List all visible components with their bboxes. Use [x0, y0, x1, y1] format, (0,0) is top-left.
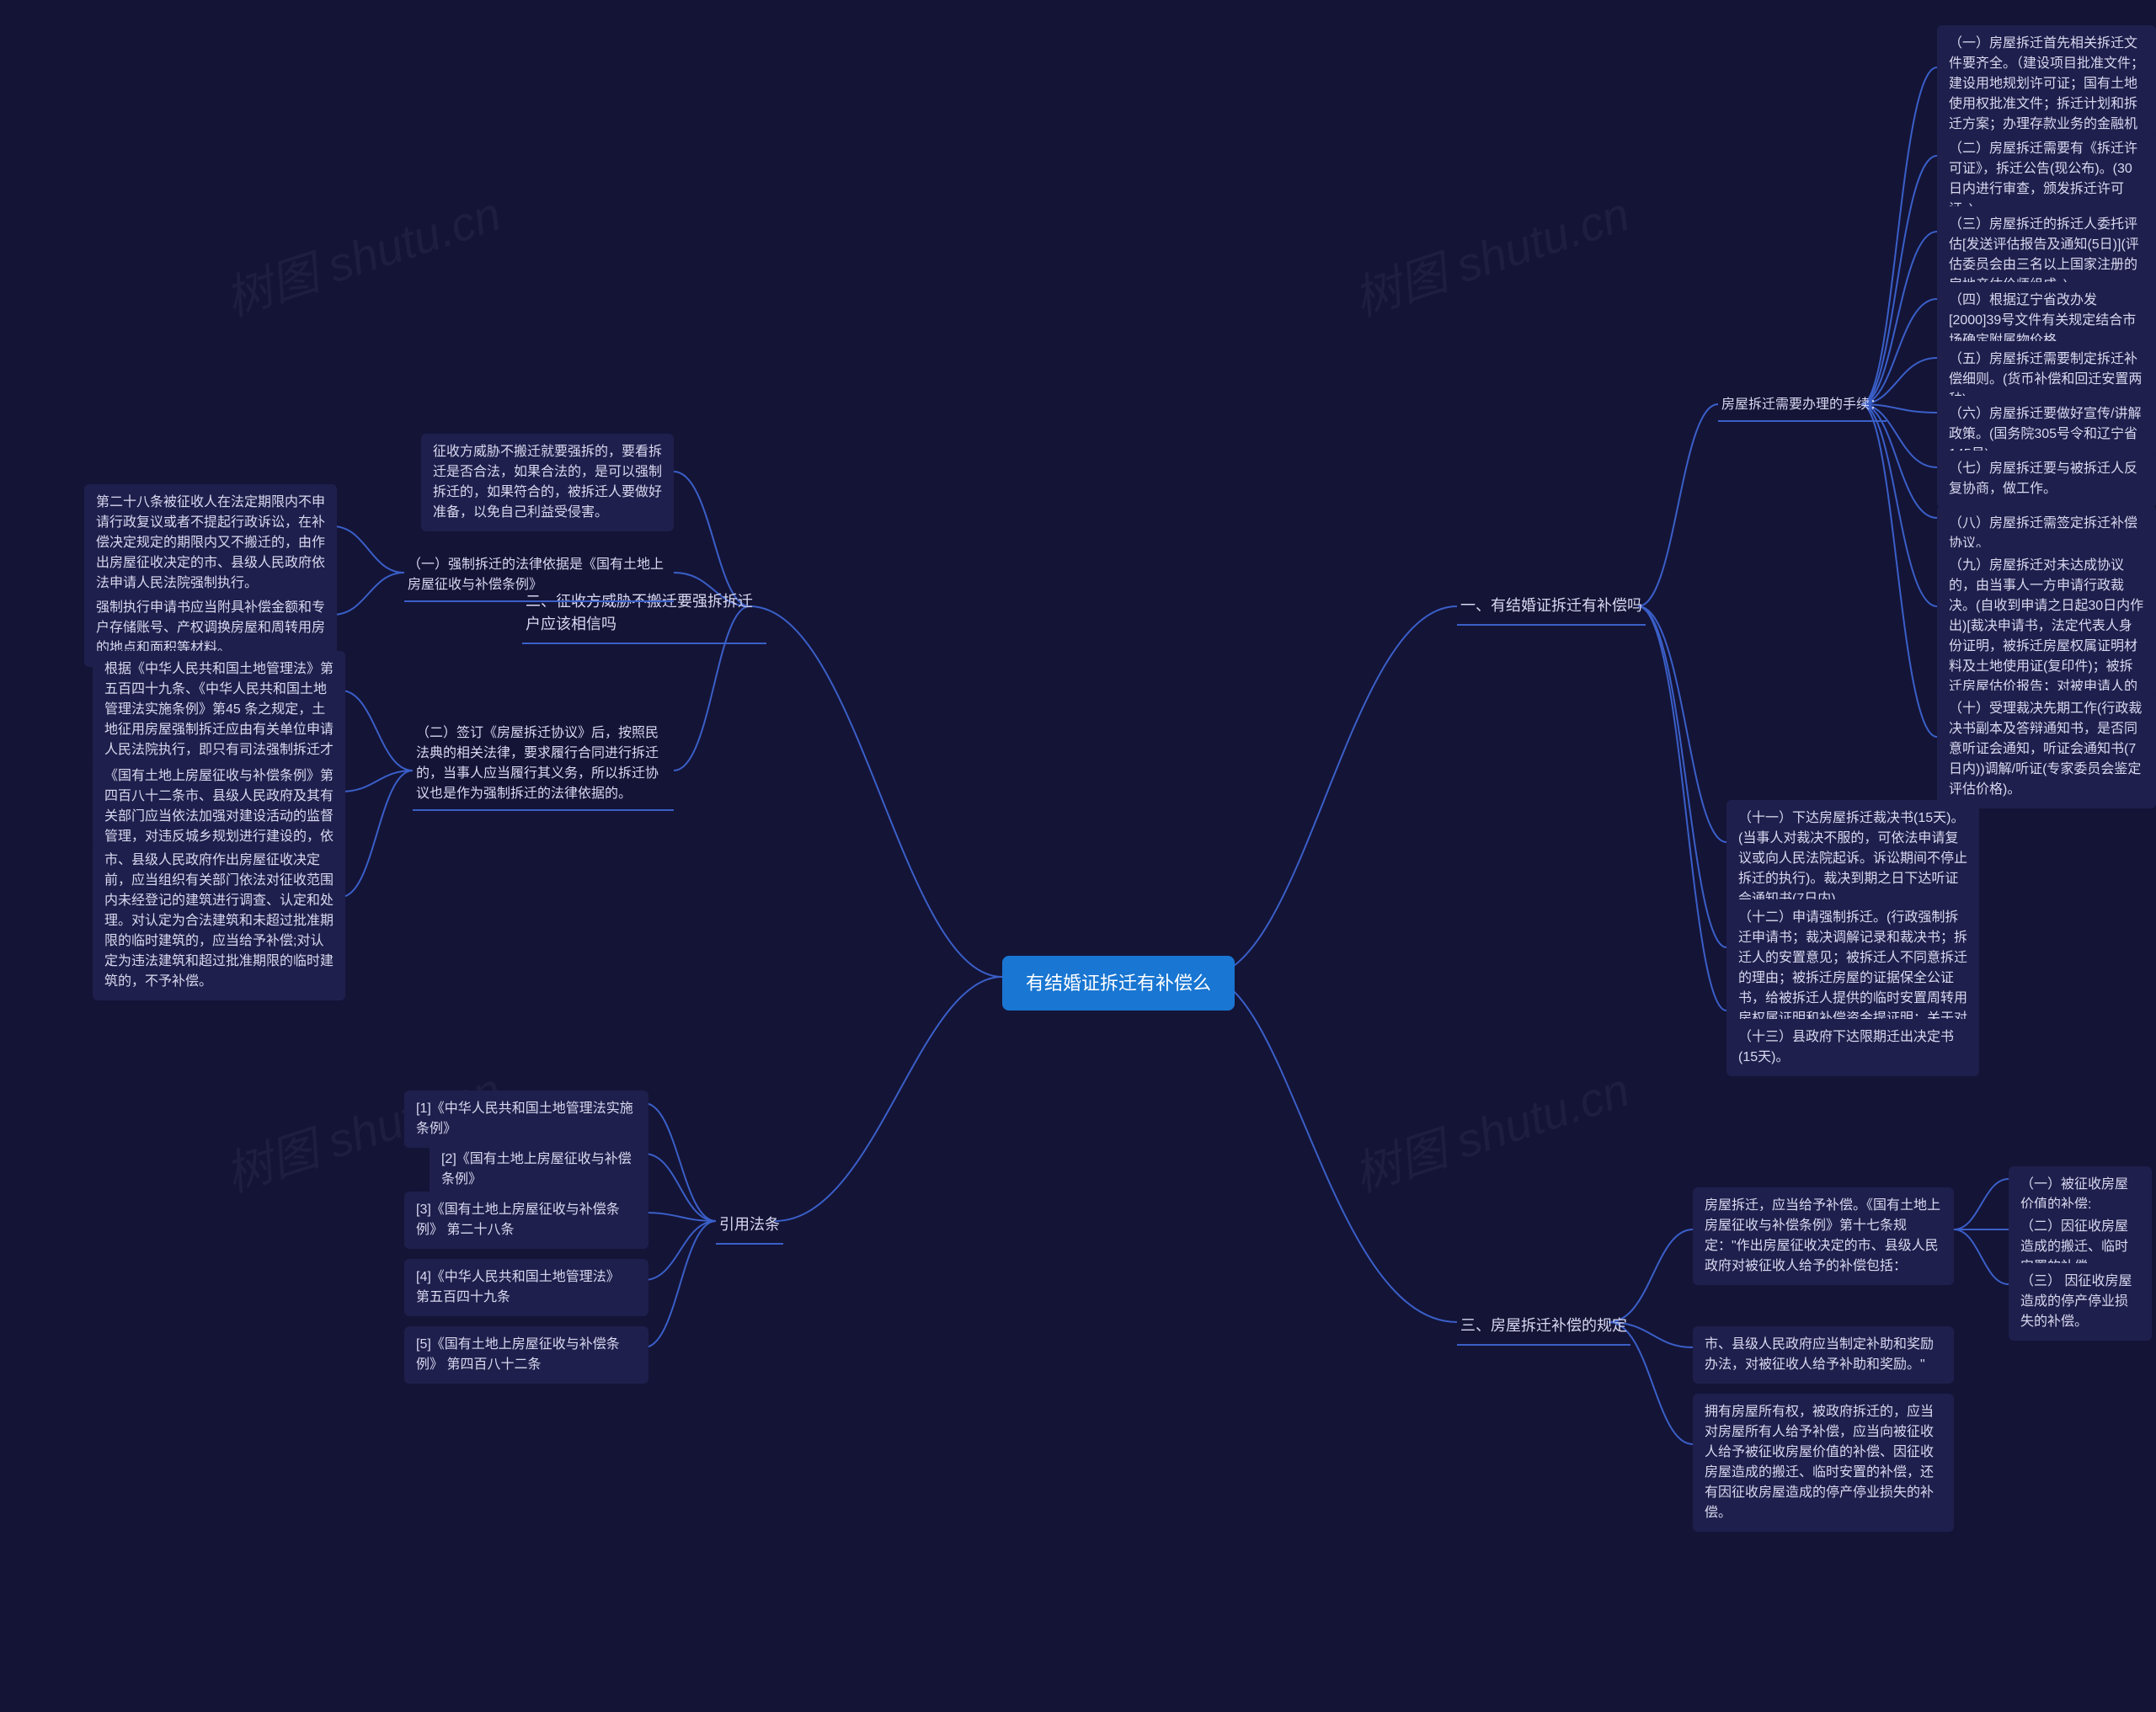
- branch-3[interactable]: 三、房屋拆迁补偿的规定: [1457, 1309, 1630, 1346]
- b4-leaf-2: [2]《国有土地上房屋征收与补偿条例》: [430, 1141, 648, 1198]
- b4-leaf-5: [5]《国有土地上房屋征收与补偿条例》 第四百八十二条: [404, 1326, 648, 1384]
- watermark: 树图 shutu.cn: [1344, 1053, 1637, 1206]
- b4-leaf-3: [3]《国有土地上房屋征收与补偿条例》 第二十八条: [404, 1192, 648, 1249]
- b2-sub-2[interactable]: （二）签订《房屋拆迁协议》后，按照民法典的相关法律，要求履行合同进行拆迁的，当事…: [413, 720, 674, 811]
- b4-leaf-4: [4]《中华人民共和国土地管理法》 第五百四十九条: [404, 1259, 648, 1316]
- b4-leaf-1: [1]《中华人民共和国土地管理法实施条例》: [404, 1091, 648, 1148]
- branch-4[interactable]: 引用法条: [716, 1208, 783, 1245]
- b1-leaf-10: （十）受理裁决先期工作(行政裁决书副本及答辩通知书，是否同意听证会通知，听证会通…: [1937, 691, 2156, 808]
- root-node[interactable]: 有结婚证拆迁有补偿么: [1002, 956, 1235, 1011]
- b1-sub-procedures[interactable]: 房屋拆迁需要办理的手续：: [1718, 392, 1886, 422]
- b3-leaf-3: 拥有房屋所有权，被政府拆迁的，应当对房屋所有人给予补偿，应当向被征收人给予被征收…: [1693, 1394, 1954, 1532]
- b2-sub1-leaf-1: 第二十八条被征收人在法定期限内不申请行政复议或者不提起行政诉讼，在补偿决定规定的…: [84, 484, 337, 602]
- b1-leaf-7: （七）房屋拆迁要与被拆迁人反复协商，做工作。: [1937, 451, 2156, 508]
- b2-leaf-intro: 征收方威胁不搬迁就要强拆的，要看拆迁是否合法，如果合法的，是可以强制拆迁的，如果…: [421, 434, 674, 531]
- b3-sub1-leaf-3: （三） 因征收房屋造成的停产停业损失的补偿。: [2009, 1263, 2152, 1341]
- b2-sub-1[interactable]: （一）强制拆迁的法律依据是《国有土地上房屋征收与补偿条例》: [404, 552, 674, 602]
- branch-1[interactable]: 一、有结婚证拆迁有补偿吗: [1457, 589, 1646, 626]
- watermark: 树图 shutu.cn: [216, 177, 509, 330]
- b3-leaf-2: 市、县级人民政府应当制定补助和奖励办法，对被征收人给予补助和奖励。": [1693, 1326, 1954, 1384]
- b1-leaf-13: （十三）县政府下达限期迁出决定书(15天)。: [1726, 1019, 1979, 1076]
- watermark: 树图 shutu.cn: [1344, 177, 1637, 330]
- b2-sub2-leaf-3: 市、县级人民政府作出房屋征收决定前，应当组织有关部门依法对征收范围内未经登记的建…: [93, 842, 345, 1000]
- b3-sub-1[interactable]: 房屋拆迁，应当给予补偿。《国有土地上房屋征收与补偿条例》第十七条规定："作出房屋…: [1693, 1187, 1954, 1285]
